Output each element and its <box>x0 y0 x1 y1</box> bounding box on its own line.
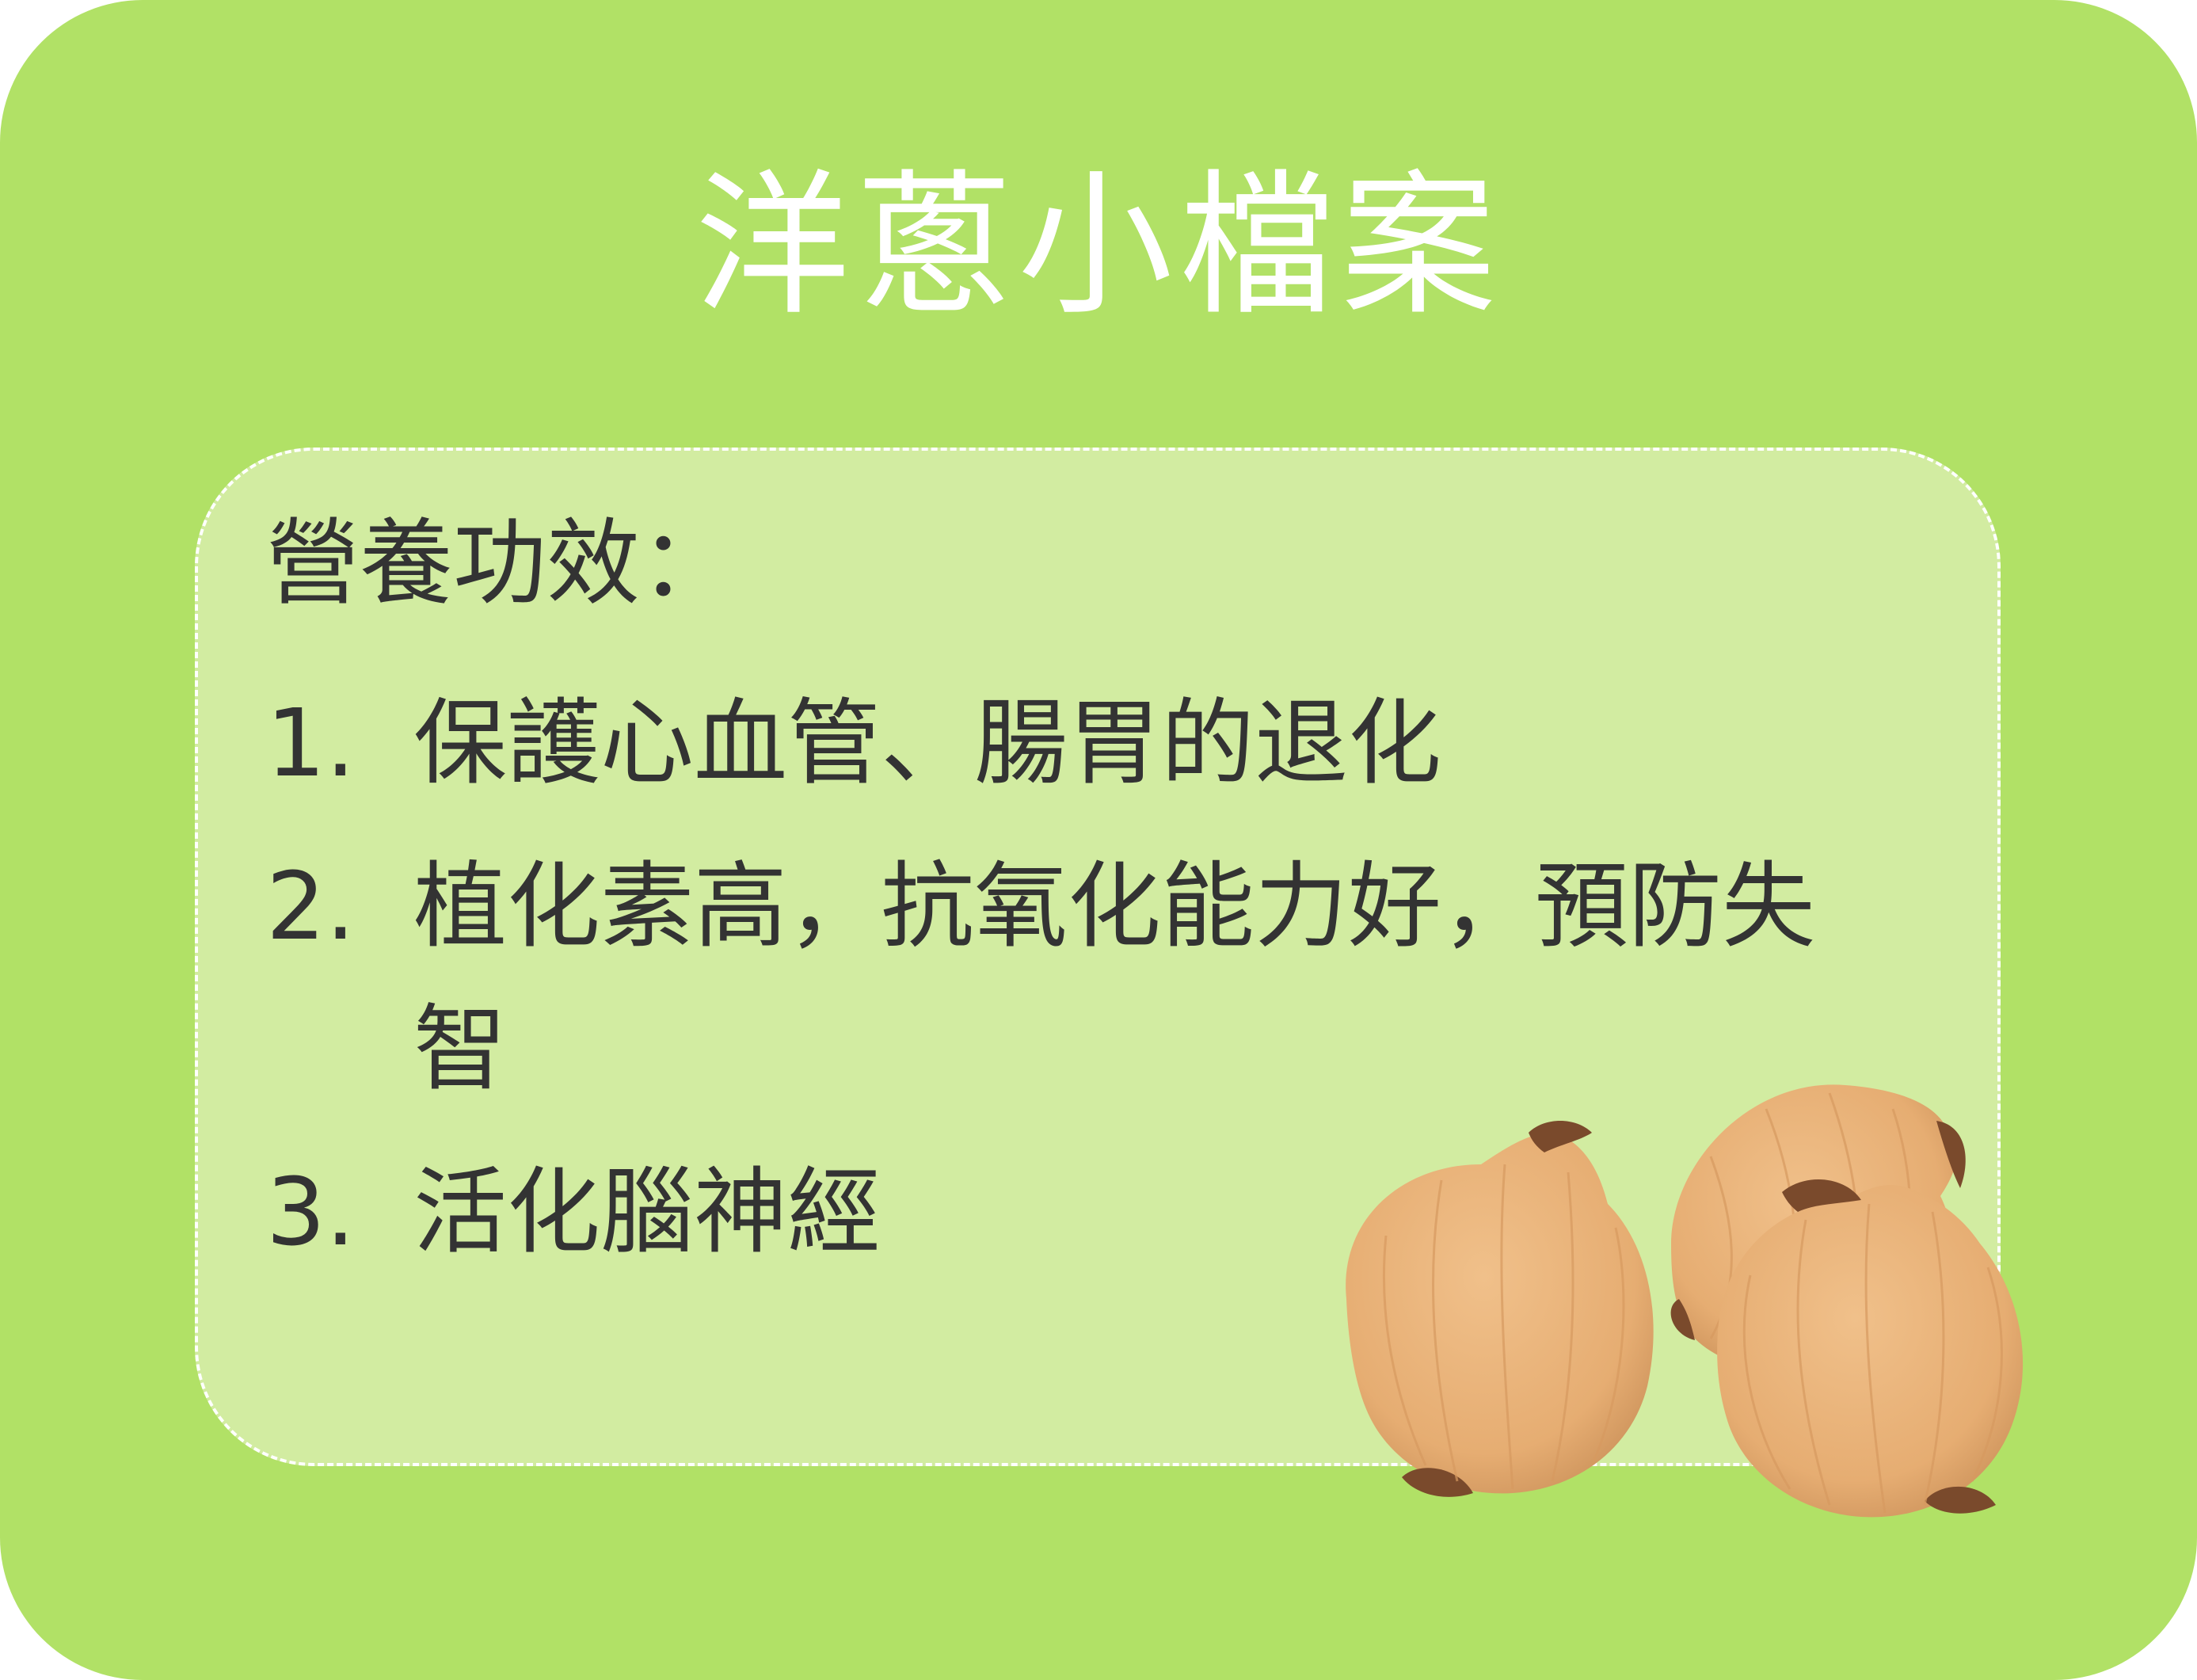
list-item: 3. 活化腦神經 <box>266 1141 1850 1283</box>
list-item-text: 植化素高，抗氧化能力好，預防失智 <box>413 851 1816 1103</box>
onion-icon <box>1717 1179 2024 1518</box>
page-title: 洋蔥小檔案 <box>694 156 1502 337</box>
onions-illustration <box>1346 1084 2024 1518</box>
list-item: 2. 植化素高，抗氧化能力好，預防失智 <box>266 835 1850 1120</box>
list-item-number: 3. <box>266 1157 356 1267</box>
list-item-text: 活化腦神經 <box>413 1157 881 1267</box>
list-item-number: 1. <box>266 688 356 798</box>
benefit-list: 1. 保護心血管、腸胃的退化 2. 植化素高，抗氧化能力好，預防失智 3. 活化… <box>266 672 1850 1304</box>
onion-icon <box>1346 1121 1654 1497</box>
list-item-text: 保護心血管、腸胃的退化 <box>413 688 1442 798</box>
list-item-number: 2. <box>266 851 356 961</box>
list-item: 1. 保護心血管、腸胃的退化 <box>266 672 1850 814</box>
section-heading: 營養功效： <box>266 509 734 618</box>
